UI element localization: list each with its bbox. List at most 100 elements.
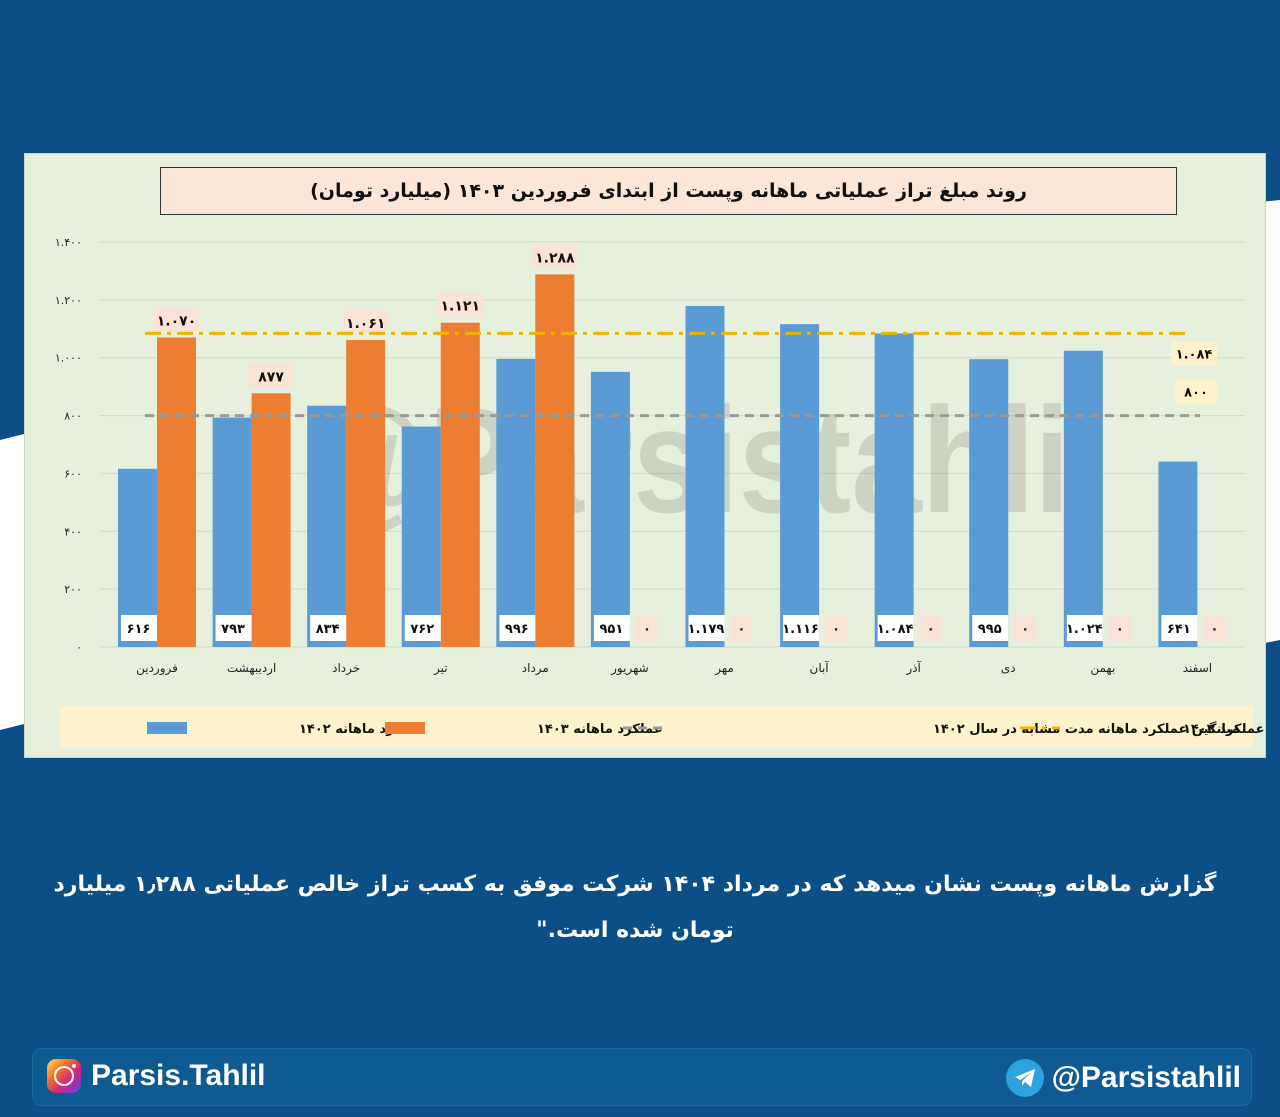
data-label-1403: ۸۷۷ xyxy=(258,369,284,385)
data-label-bg xyxy=(635,615,658,641)
data-label-bg xyxy=(972,615,1009,641)
legend-swatch-1403 xyxy=(385,722,425,734)
x-tick-label: مرداد xyxy=(522,661,549,676)
chart-title-text: روند مبلغ تراز عملیاتی ماهانه وپست از اب… xyxy=(310,180,1027,202)
data-label-bg xyxy=(215,615,252,641)
data-label-1402: ۱.۱۷۹ xyxy=(688,622,725,637)
x-tick-label: اردیبهشت xyxy=(227,661,276,676)
bar-1402 xyxy=(969,359,1009,647)
bar-1403 xyxy=(535,274,575,647)
bar-1402 xyxy=(590,371,630,647)
data-label-bg xyxy=(593,615,630,641)
data-label-bg xyxy=(1014,615,1037,641)
data-label-bg xyxy=(730,615,753,641)
data-label-1402: ۸۳۴ xyxy=(316,622,340,637)
x-tick-label: شهریور xyxy=(610,661,649,676)
data-label-1402: ۷۶۲ xyxy=(410,622,434,637)
instagram-handle[interactable]: Parsis.Tahlil xyxy=(47,1059,266,1093)
data-label-1402: ۷۹۳ xyxy=(221,622,245,637)
data-label-1403: ۰ xyxy=(1021,622,1029,637)
reference-label-1402-average: ۸۰۰ xyxy=(1184,386,1208,401)
bar-1402 xyxy=(307,405,347,647)
caption-text: گزارش ماهانه وپست نشان میدهد که در مرداد… xyxy=(53,872,1217,943)
instagram-handle-text: Parsis.Tahlil xyxy=(91,1059,266,1092)
data-label-1402: ۶۱۶ xyxy=(127,622,151,637)
chart-title: روند مبلغ تراز عملیاتی ماهانه وپست از اب… xyxy=(160,167,1177,215)
x-tick-label: تیر xyxy=(433,661,448,676)
telegram-handle[interactable]: @Parsistahlil xyxy=(1005,1059,1241,1097)
instagram-icon xyxy=(47,1059,81,1093)
y-tick-label: ۲۰۰ xyxy=(64,583,82,596)
data-label-1402: ۱.۰۸۴ xyxy=(877,622,914,637)
legend-swatch-1402 xyxy=(147,722,187,734)
data-label-1402: ۹۹۵ xyxy=(978,622,1002,637)
data-label-bg xyxy=(404,615,441,641)
bar-1403 xyxy=(346,340,386,647)
y-tick-label: ۱.۴۰۰ xyxy=(55,236,82,249)
data-label-bg xyxy=(877,615,914,641)
data-label-bg xyxy=(1108,615,1131,641)
data-label-bg xyxy=(1203,615,1226,641)
reference-label-bg xyxy=(1171,341,1217,366)
y-tick-label: ۶۰۰ xyxy=(64,467,82,480)
legend-label-1402-average: میانگین عملکرد ماهانه مدت مشابه در سال ۱… xyxy=(933,721,1240,737)
data-label-bg xyxy=(1066,615,1103,641)
data-label-bg xyxy=(1161,615,1198,641)
x-tick-label: دی xyxy=(1001,661,1016,675)
data-label-1403: ۰ xyxy=(832,622,840,637)
x-tick-label: اسفند xyxy=(1183,661,1212,675)
y-tick-label: ۱.۲۰۰ xyxy=(55,294,82,307)
bar-1402 xyxy=(874,333,914,647)
data-label-1403: ۱.۱۲۱ xyxy=(441,299,481,315)
data-label-1403: ۰ xyxy=(1210,622,1218,637)
reference-label-1403-average: ۱.۰۸۴ xyxy=(1176,347,1213,362)
data-label-bg xyxy=(154,307,199,332)
data-label-bg xyxy=(783,615,820,641)
x-tick-label: آذر xyxy=(905,660,921,676)
x-tick-label: فروردین xyxy=(136,661,178,676)
data-label-1403: ۱.۲۸۸ xyxy=(535,250,575,266)
data-label-bg xyxy=(825,615,848,641)
chart-panel: ۰۲۰۰۴۰۰۶۰۰۸۰۰۱.۰۰۰۱.۲۰۰۱.۴۰۰@Parsistahli… xyxy=(24,153,1266,758)
data-label-bg xyxy=(919,615,942,641)
telegram-icon xyxy=(1005,1059,1044,1097)
data-label-bg xyxy=(121,615,157,641)
data-label-bg xyxy=(499,615,536,641)
x-tick-label: خرداد xyxy=(332,661,360,676)
bar-1402 xyxy=(780,324,820,647)
bar-1403 xyxy=(440,322,480,647)
data-label-1402: ۱.۱۱۶ xyxy=(782,622,819,637)
data-label-1402: ۱.۰۲۴ xyxy=(1066,622,1103,637)
data-label-1402: ۹۵۱ xyxy=(600,622,624,637)
data-label-1403: ۰ xyxy=(643,622,651,637)
footer-bar: Parsis.Tahlil @Parsistahlil xyxy=(32,1048,1252,1106)
data-label-1403: ۱.۰۷۰ xyxy=(157,313,197,329)
bar-chart: ۰۲۰۰۴۰۰۶۰۰۸۰۰۱.۰۰۰۱.۲۰۰۱.۴۰۰@Parsistahli… xyxy=(55,236,1265,748)
bar-1402 xyxy=(1063,350,1103,647)
data-label-bg xyxy=(343,310,389,335)
bar-1402 xyxy=(685,305,725,647)
y-tick-label: ۰ xyxy=(76,641,82,654)
y-tick-label: ۸۰۰ xyxy=(64,410,82,423)
x-tick-label: مهر xyxy=(714,661,734,676)
y-tick-label: ۱.۰۰۰ xyxy=(55,352,82,365)
data-label-bg xyxy=(248,363,294,388)
x-tick-label: بهمن xyxy=(1090,661,1115,676)
legend-label-1403: عملکرد ماهانه ۱۴۰۳ xyxy=(537,722,663,737)
bar-1402 xyxy=(401,426,441,647)
data-label-1402: ۶۴۱ xyxy=(1167,622,1191,637)
data-label-bg xyxy=(532,244,578,269)
legend-label-1403-average: میانگین عملکرد ۱۴۰۳ xyxy=(1183,721,1265,737)
data-label-bg xyxy=(437,292,483,317)
data-label-1403: ۰ xyxy=(1116,622,1124,637)
telegram-handle-text: @Parsistahlil xyxy=(1051,1061,1241,1094)
data-label-1403: ۱.۰۶۱ xyxy=(346,316,386,332)
bar-1402 xyxy=(496,358,536,647)
data-label-bg xyxy=(688,615,725,641)
x-tick-label: آبان xyxy=(810,660,830,675)
bar-1403 xyxy=(157,337,196,647)
reference-label-bg xyxy=(1175,379,1217,404)
y-tick-label: ۴۰۰ xyxy=(64,525,82,538)
data-label-1403: ۰ xyxy=(927,622,935,637)
data-label-bg xyxy=(310,615,347,641)
